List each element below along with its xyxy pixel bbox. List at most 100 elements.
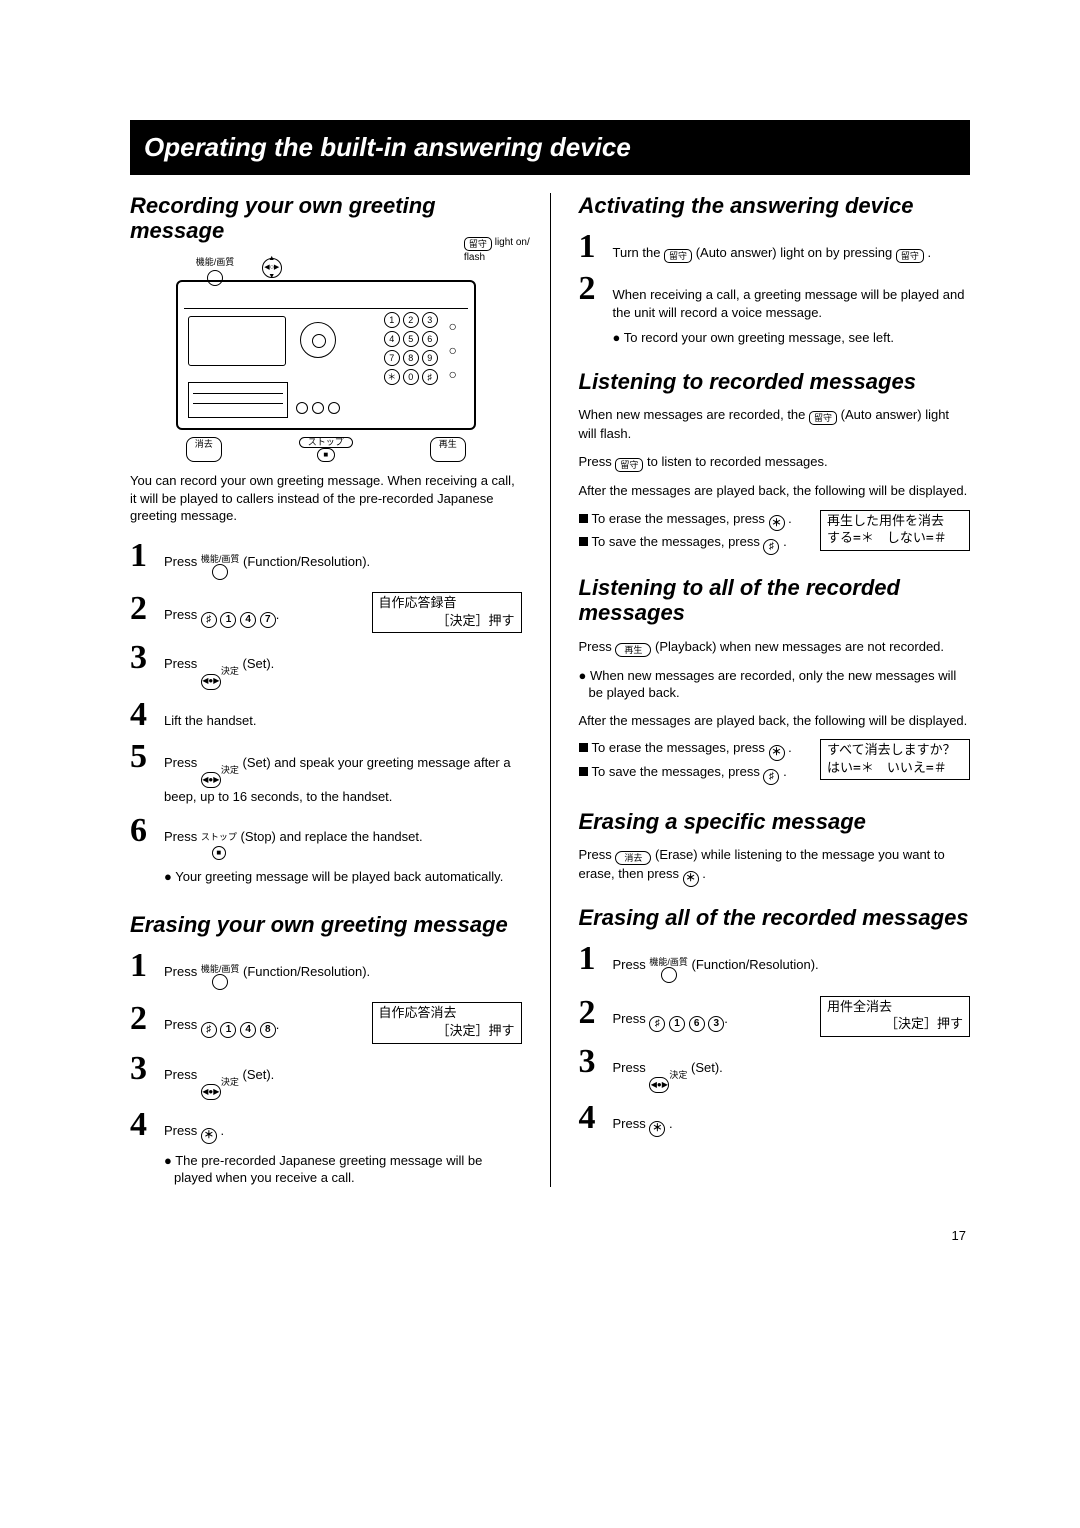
lcd-display: 用件全消去 ［決定］押す [820,996,970,1037]
step-number: 3 [579,1045,605,1079]
step-number: 2 [579,272,605,306]
step-number: 1 [130,949,156,983]
page-title-bar: Operating the built-in answering device [130,120,970,175]
stop-button-icon: ストップ■ [201,833,237,860]
lcd-display: すべて消去しますか？ はい=＊ いいえ=＃ [820,739,970,780]
diagram-keypad: 123 456 789 ＊0♯ [384,312,438,385]
diagram-play-label: 再生 [430,437,466,462]
step5-text-a: Press [164,755,201,770]
erase-step3-a: Press [164,1067,201,1082]
step6-text-b: (Stop) and replace the handset. [240,829,422,844]
step-number: 1 [579,942,605,976]
key-hash-icon: ♯ [201,1022,217,1038]
key-star-icon: ＊ [649,1121,665,1137]
erase-step4-bullet: ● The pre-recorded Japanese greeting mes… [164,1152,522,1187]
heading-listening: Listening to recorded messages [579,369,971,394]
function-button-icon: 機能/画質 [201,965,240,995]
heading-listening-all: Listening to all of the recorded message… [579,575,971,626]
diagram-rusu-button: 留守 [464,237,492,251]
erase-step4-b: . [220,1123,224,1138]
function-button-icon: 機能/画質 [201,555,240,585]
rusu-button-icon: 留守 [615,458,643,472]
eraseall-step3-b: (Set). [691,1060,723,1075]
eraseall-step4-b: . [669,1116,673,1131]
eraseall-step1-b: (Function/Resolution). [691,957,818,972]
erase-step4-a: Press [164,1123,201,1138]
playback-button-icon: 再生 [615,643,651,657]
key-star-icon: ＊ [769,515,785,531]
step-number: 1 [130,539,156,573]
step3-text-a: Press [164,656,201,671]
eraseall-step2-a: Press [613,1011,650,1026]
key-hash-icon: ♯ [649,1016,665,1032]
record-intro: You can record your own greeting message… [130,472,522,525]
listen-all-bullet: ● When new messages are recorded, only t… [579,667,971,702]
step-number: 2 [579,996,605,1030]
key-hash-icon: ♯ [201,612,217,628]
heading-erase-all: Erasing all of the recorded messages [579,905,971,930]
eraseall-step3-a: Press [613,1060,650,1075]
act-step1-b: (Auto answer) light on by pressing [696,245,896,260]
set-button-icon: ◀●▶決定 [201,667,239,689]
step-number: 6 [130,814,156,848]
listen-all-para1: Press 再生 (Playback) when new messages ar… [579,638,971,657]
diagram-stop-label: ストップ ■ [291,437,361,462]
act-step2-bullet: ● To record your own greeting message, s… [613,329,971,347]
key-hash-icon: ♯ [763,769,779,785]
step-number: 3 [130,1052,156,1086]
listen-para3: After the messages are played back, the … [579,482,971,500]
step1-text-a: Press [164,554,201,569]
erase-button-icon: 消去 [615,851,651,865]
eraseall-step1-a: Press [613,957,650,972]
step3-text-b: (Set). [242,656,274,671]
key-hash-icon: ♯ [763,539,779,555]
lcd-display: 自作応答録音 ［決定］押す [372,592,522,633]
key-8-icon: 8 [260,1022,276,1038]
rusu-button-icon: 留守 [896,249,924,263]
eraseall-step4-a: Press [613,1116,650,1131]
rusu-button-icon: 留守 [809,411,837,425]
key-1-icon: 1 [220,612,236,628]
step-number: 4 [130,698,156,732]
heading-recording: Recording your own greeting message [130,193,522,244]
set-button-icon: ◀●▶決定 [201,1078,239,1100]
rusu-button-icon: 留守 [664,249,692,263]
step-number: 2 [130,1002,156,1036]
key-star-icon: ＊ [769,745,785,761]
listen-all-para2: After the messages are played back, the … [579,712,971,730]
step-number: 4 [130,1108,156,1142]
step6-bullet: ● Your greeting message will be played b… [164,868,522,886]
act-step2: When receiving a call, a greeting messag… [613,286,971,321]
right-column: Activating the answering device 1 Turn t… [579,193,971,1187]
erase-specific-para: Press 消去 (Erase) while listening to the … [579,846,971,887]
step-number: 1 [579,230,605,264]
step6-text-a: Press [164,829,201,844]
heading-erasing-greeting: Erasing your own greeting message [130,912,522,937]
key-1-icon: 1 [220,1022,236,1038]
key-star-icon: ＊ [201,1128,217,1144]
set-button-icon: ◀●▶決定 [649,1071,687,1093]
diagram-func-label: 機能/画質 [196,257,235,267]
erase-step2-a: Press [164,1017,201,1032]
listen-para1: When new messages are recorded, the 留守 (… [579,406,971,443]
key-4-icon: 4 [240,612,256,628]
column-divider [550,193,551,1187]
step2-text-a: Press [164,607,201,622]
device-diagram: 機能/画質 ▲◀○▶▼ 123 456 789 ＊0♯ ○ ○ ○ [130,256,522,462]
lcd-display: 自作応答消去 ［決定］押す [372,1002,522,1043]
erase-step1-b: (Function/Resolution). [243,964,370,979]
erase-step1-a: Press [164,964,201,979]
key-7-icon: 7 [260,612,276,628]
left-column: Recording your own greeting message 機能/画… [130,193,522,1187]
key-1-icon: 1 [669,1016,685,1032]
diagram-erase-label: 消去 [186,437,222,462]
key-4-icon: 4 [240,1022,256,1038]
heading-activating: Activating the answering device [579,193,971,218]
function-button-icon: 機能/画質 [649,958,688,988]
set-button-icon: ◀●▶決定 [201,766,239,788]
act-step1-a: Turn the [613,245,665,260]
key-6-icon: 6 [689,1016,705,1032]
step4-text: Lift the handset. [164,712,522,730]
step1-text-b: (Function/Resolution). [243,554,370,569]
key-star-icon: ＊ [683,871,699,887]
